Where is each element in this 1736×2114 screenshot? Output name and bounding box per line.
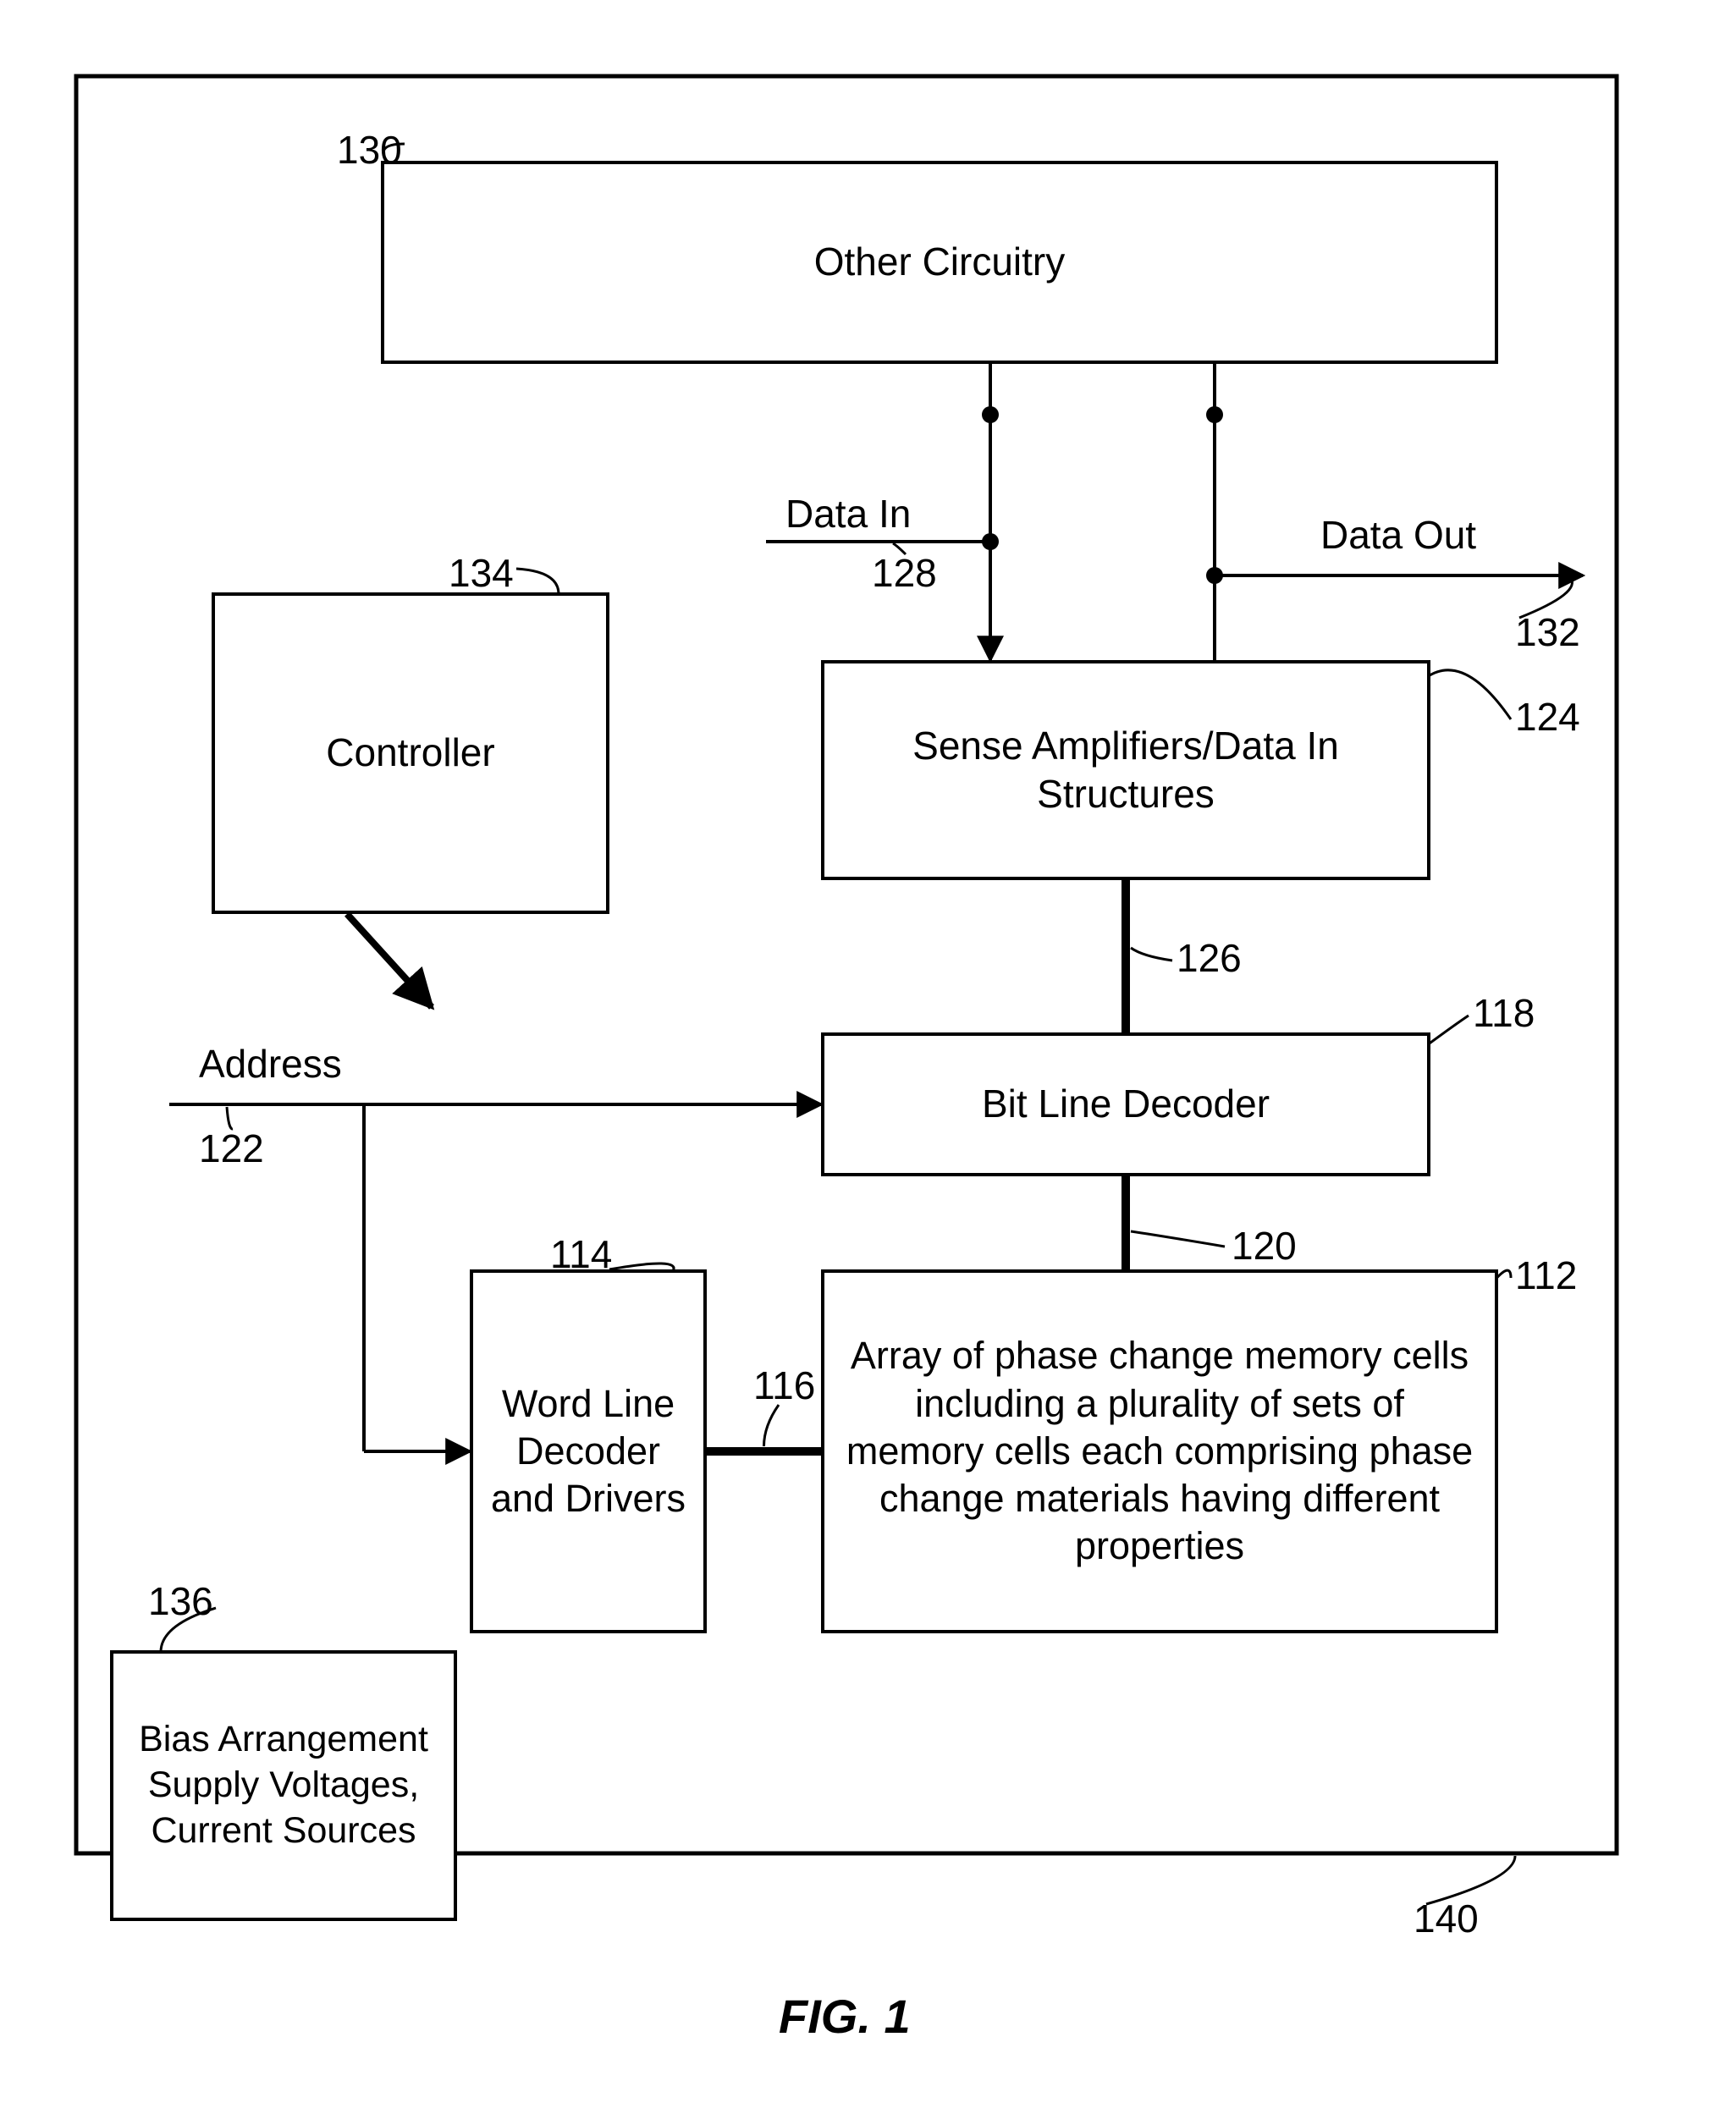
- ref-136: 136: [148, 1578, 213, 1624]
- controller-label: Controller: [326, 729, 494, 778]
- ref-114: 114: [550, 1231, 612, 1277]
- ref-132: 132: [1515, 609, 1580, 655]
- bit-line-decoder-box: Bit Line Decoder: [821, 1032, 1430, 1176]
- figure-caption: FIG. 1: [779, 1989, 911, 2044]
- word-line-decoder-box: Word Line Decoder and Drivers: [470, 1269, 707, 1633]
- bias-arrangement-box: Bias Arrangement Supply Voltages, Curren…: [110, 1650, 457, 1921]
- other-circuitry-box: Other Circuitry: [381, 161, 1498, 364]
- ref-128: 128: [872, 550, 937, 596]
- ref-122: 122: [199, 1126, 264, 1171]
- ref-134: 134: [449, 550, 514, 596]
- other-circuitry-label: Other Circuitry: [814, 238, 1065, 287]
- bias-arrangement-label: Bias Arrangement Supply Voltages, Curren…: [130, 1717, 437, 1853]
- ref-118: 118: [1473, 990, 1535, 1036]
- ref-116: 116: [753, 1363, 815, 1408]
- ref-124: 124: [1515, 694, 1580, 740]
- data-in-label: Data In: [785, 491, 911, 537]
- ref-126: 126: [1177, 935, 1242, 981]
- memory-array-box: Array of phase change memory cells inclu…: [821, 1269, 1498, 1633]
- sense-amp-box: Sense Amplifiers/Data In Structures: [821, 660, 1430, 880]
- ref-112: 112: [1515, 1252, 1577, 1298]
- data-out-label: Data Out: [1320, 512, 1476, 558]
- memory-array-label: Array of phase change memory cells inclu…: [841, 1332, 1478, 1570]
- address-label: Address: [199, 1041, 342, 1087]
- controller-box: Controller: [212, 592, 609, 914]
- ref-130: 130: [337, 127, 402, 173]
- diagram-stage: Other Circuitry Controller Sense Amplifi…: [0, 0, 1736, 2114]
- ref-140: 140: [1414, 1896, 1479, 1941]
- sense-amp-label: Sense Amplifiers/Data In Structures: [841, 722, 1410, 819]
- word-line-decoder-label: Word Line Decoder and Drivers: [490, 1380, 686, 1523]
- ref-120: 120: [1232, 1223, 1297, 1269]
- bit-line-decoder-label: Bit Line Decoder: [982, 1080, 1270, 1129]
